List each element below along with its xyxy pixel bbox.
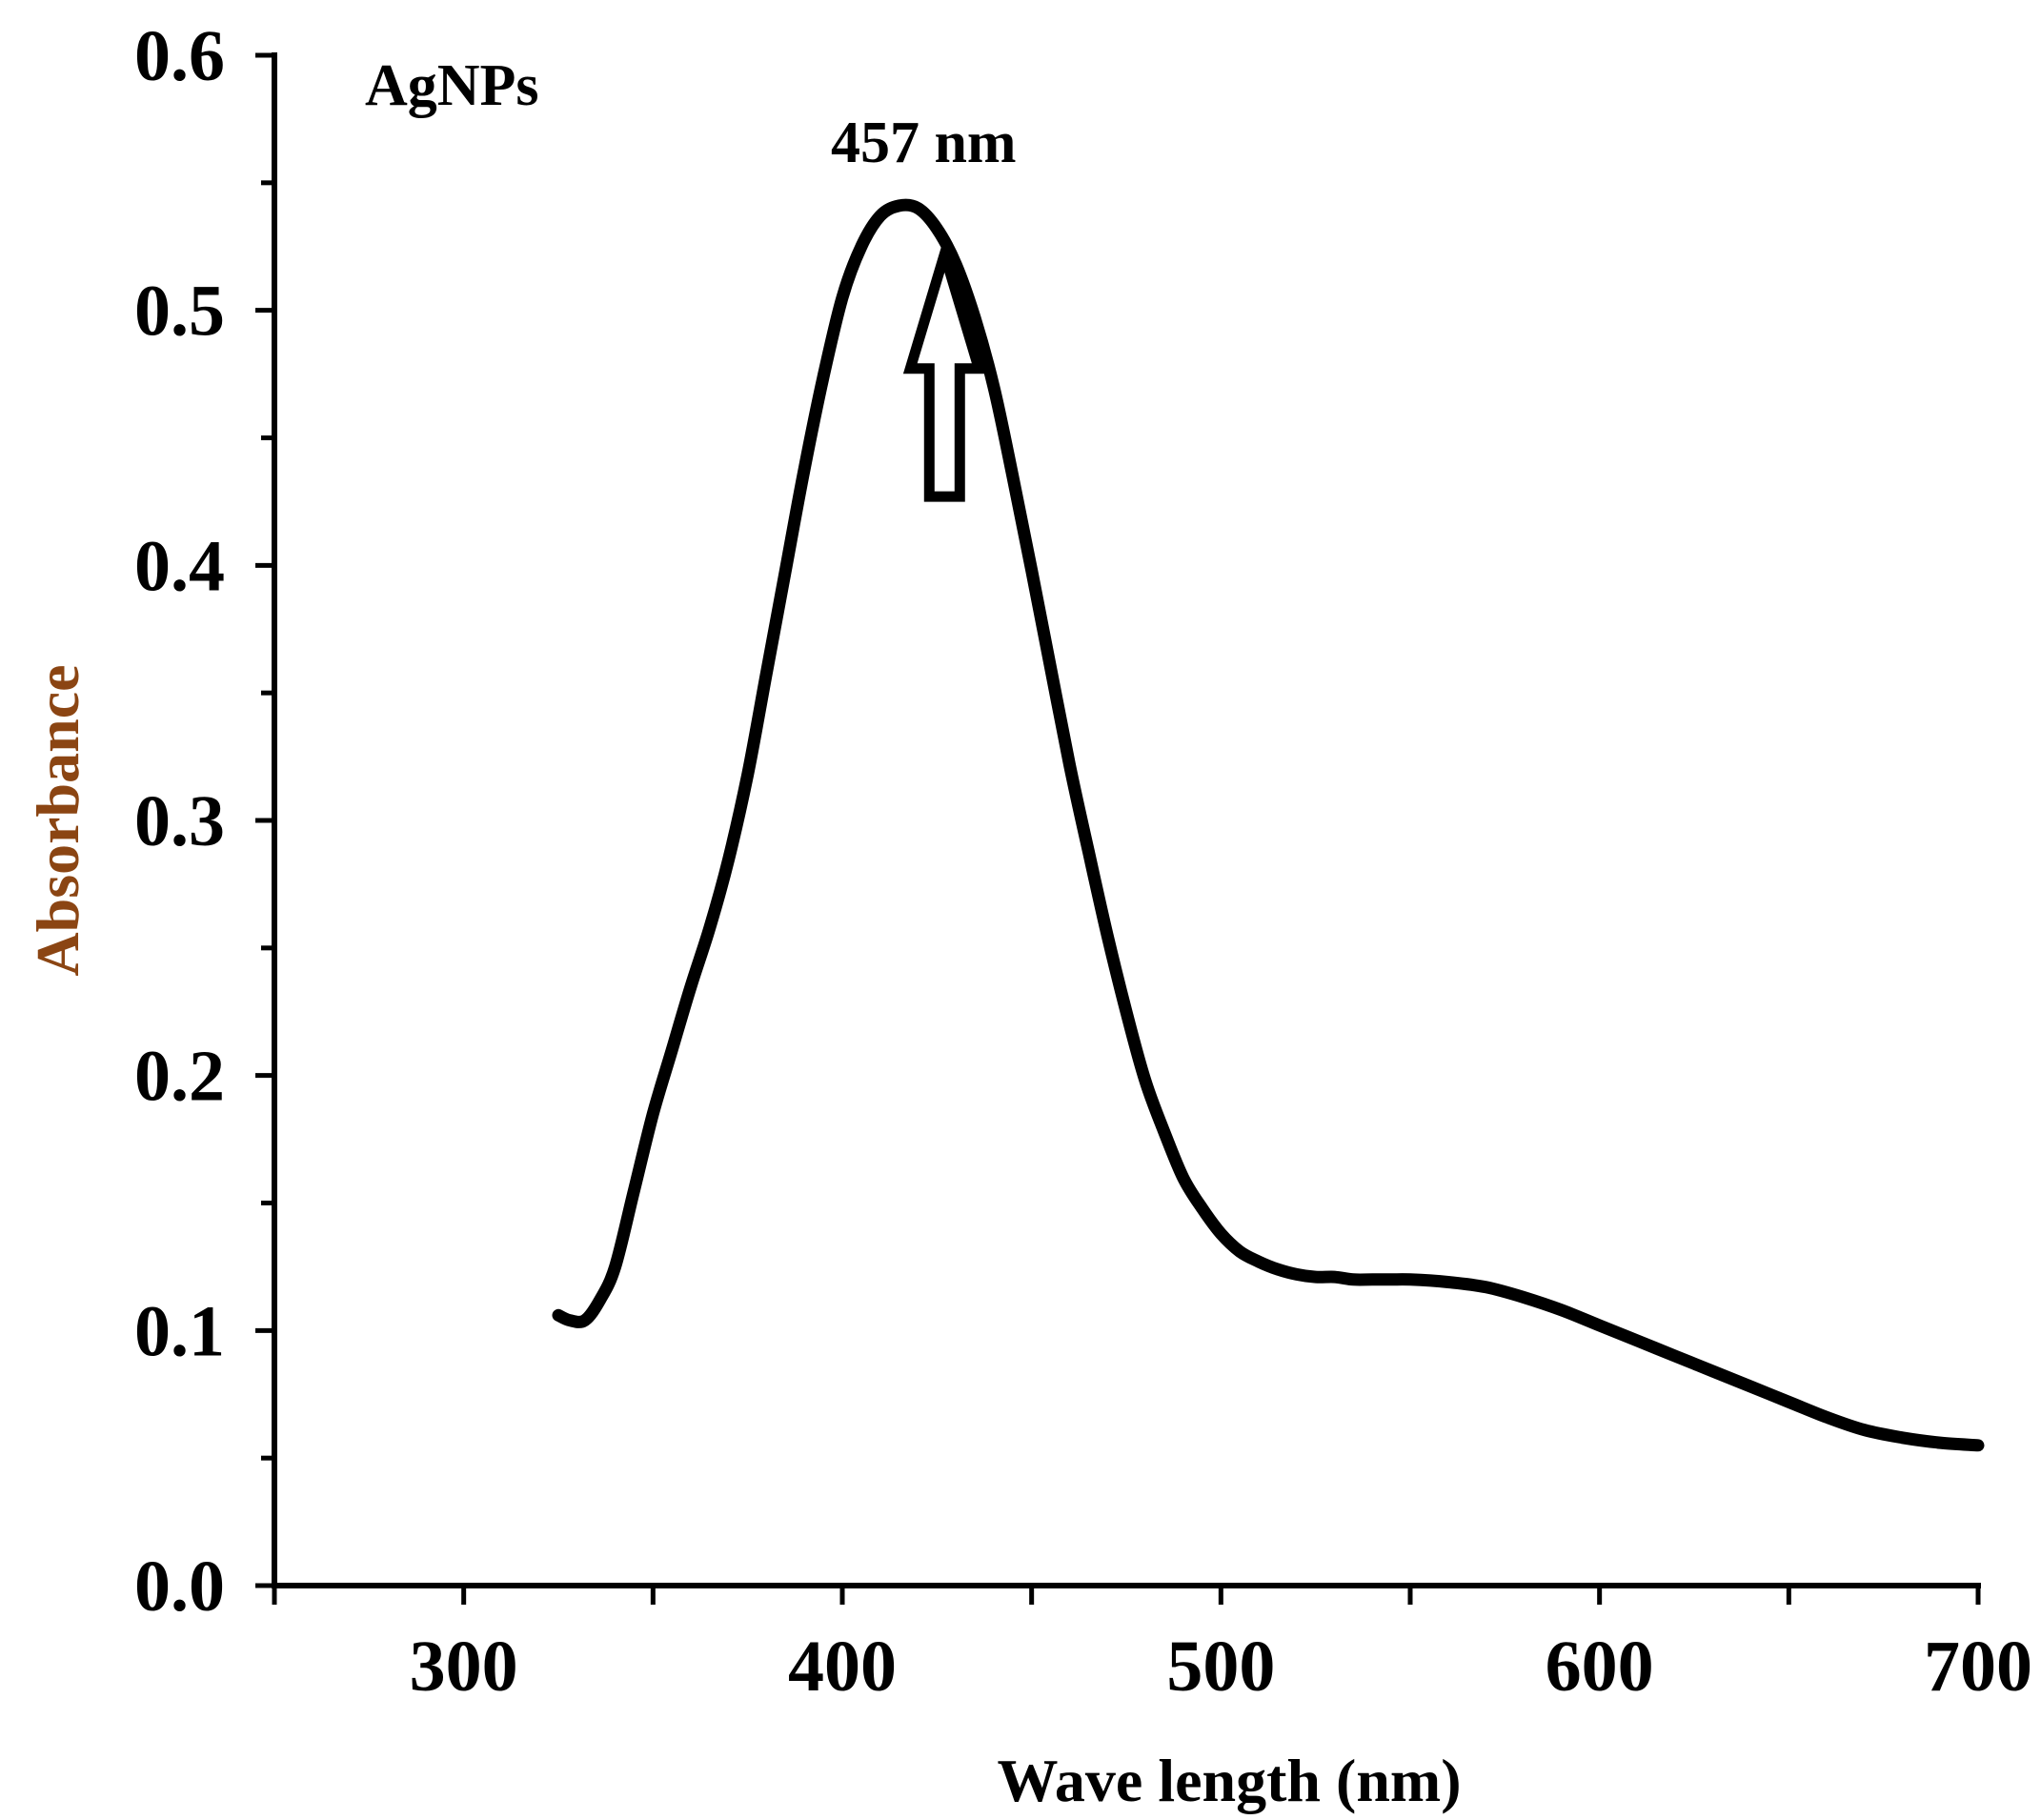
x-tick-label-400: 400 — [788, 1627, 897, 1707]
y-tick-label-0.0: 0.0 — [134, 1547, 225, 1627]
y-tick-label-0.5: 0.5 — [134, 272, 225, 352]
y-tick-label-0.6: 0.6 — [134, 16, 225, 96]
sample-label: AgNPs — [365, 53, 539, 118]
x-tick-label-500: 500 — [1166, 1627, 1275, 1707]
y-tick-label-0.3: 0.3 — [134, 781, 225, 861]
peak-arrow-icon — [902, 235, 986, 502]
peak-label: 457 nm — [831, 111, 1017, 175]
x-axis-title: Wave length (nm) — [997, 1747, 1461, 1814]
x-tick-label-300: 300 — [410, 1627, 518, 1707]
x-tick-label-700: 700 — [1924, 1627, 2032, 1707]
x-axis-tick-labels: 300 400 500 600 700 — [410, 1627, 2032, 1707]
series-line-agnps — [552, 198, 1985, 1452]
y-tick-label-0.1: 0.1 — [134, 1291, 225, 1371]
x-axis-ticks — [272, 1586, 1981, 1605]
y-axis-tick-labels: 0.0 0.1 0.2 0.3 0.4 0.5 0.6 — [134, 16, 225, 1627]
x-tick-label-600: 600 — [1546, 1627, 1654, 1707]
y-tick-label-0.4: 0.4 — [134, 526, 225, 606]
y-axis-title: Absorbance — [24, 664, 91, 976]
y-tick-label-0.2: 0.2 — [134, 1037, 225, 1117]
